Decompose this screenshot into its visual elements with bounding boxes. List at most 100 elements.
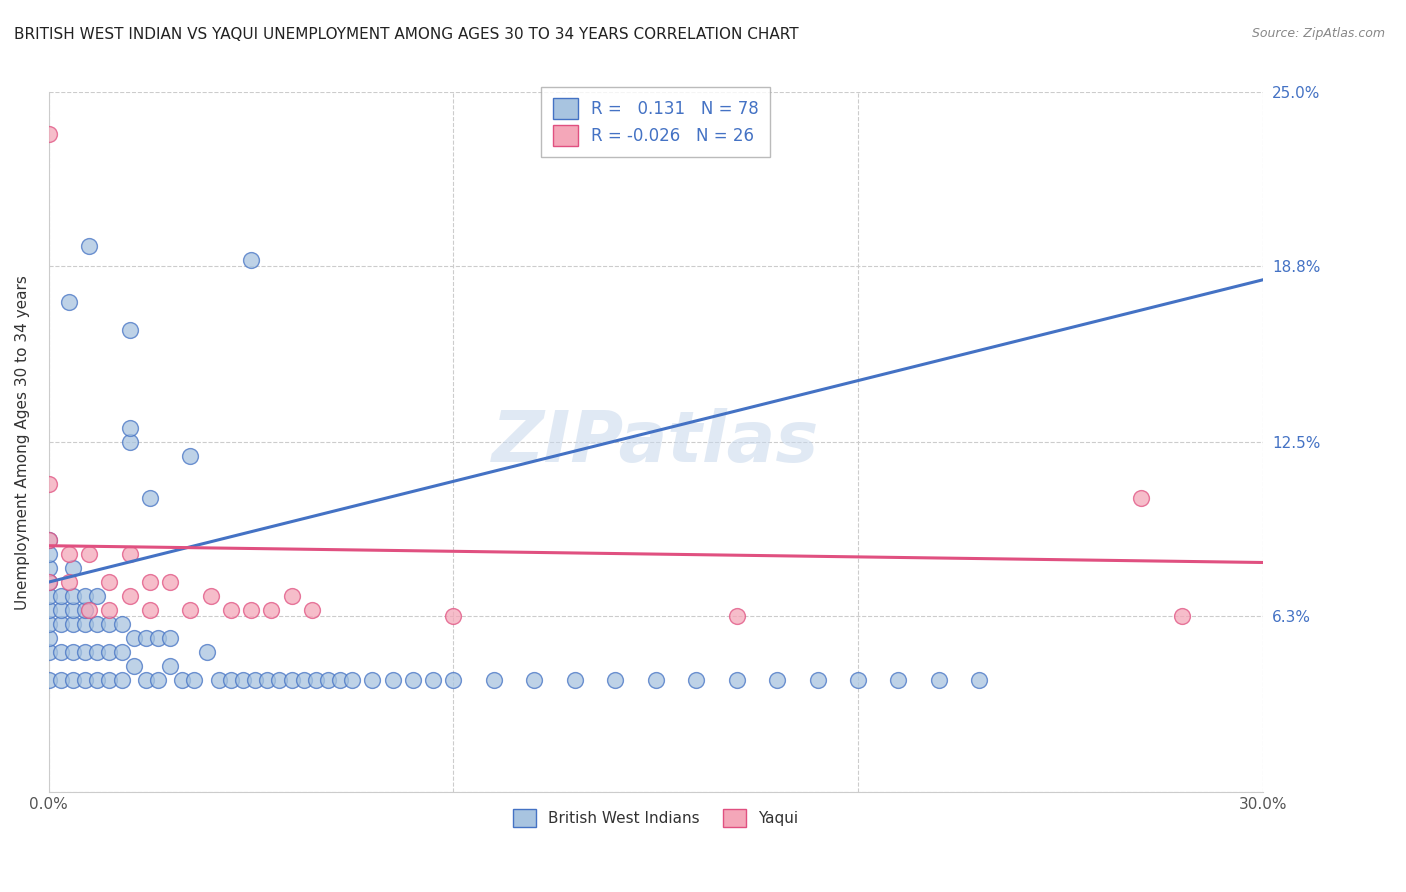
Point [86, 617, 108, 632]
Point [208, 673, 231, 687]
Point [118, 547, 141, 561]
Point [928, 673, 950, 687]
Point [98, 603, 121, 617]
Point [118, 435, 141, 450]
Point [280, 589, 302, 603]
Point [139, 575, 162, 590]
Point [725, 608, 748, 623]
Point [38, 477, 60, 491]
Point [422, 673, 444, 687]
Point [441, 608, 464, 623]
Text: ZIPatlas: ZIPatlas [492, 408, 820, 476]
Point [159, 575, 181, 590]
Point [159, 631, 181, 645]
Point [62, 645, 84, 659]
Point [243, 673, 266, 687]
Point [172, 673, 194, 687]
Point [38, 589, 60, 603]
Point [38, 533, 60, 547]
Point [118, 589, 141, 603]
Point [846, 673, 869, 687]
Point [122, 659, 145, 673]
Point [725, 673, 748, 687]
Point [38, 673, 60, 687]
Point [135, 631, 157, 645]
Point [98, 617, 121, 632]
Point [146, 673, 169, 687]
Point [887, 673, 910, 687]
Point [110, 673, 132, 687]
Point [122, 631, 145, 645]
Point [110, 617, 132, 632]
Point [219, 603, 242, 617]
Point [38, 128, 60, 142]
Point [564, 673, 586, 687]
Point [305, 673, 328, 687]
Point [219, 673, 242, 687]
Point [240, 253, 263, 268]
Point [195, 645, 218, 659]
Point [49, 603, 72, 617]
Point [1170, 608, 1192, 623]
Point [329, 673, 352, 687]
Point [38, 561, 60, 575]
Point [260, 603, 283, 617]
Point [146, 631, 169, 645]
Point [49, 589, 72, 603]
Point [86, 673, 108, 687]
Point [200, 589, 222, 603]
Point [969, 673, 991, 687]
Point [58, 575, 80, 590]
Point [75, 603, 97, 617]
Y-axis label: Unemployment Among Ages 30 to 34 years: Unemployment Among Ages 30 to 34 years [15, 275, 30, 609]
Point [58, 295, 80, 310]
Point [292, 673, 315, 687]
Point [58, 547, 80, 561]
Point [62, 589, 84, 603]
Point [98, 575, 121, 590]
Point [86, 645, 108, 659]
Point [49, 645, 72, 659]
Point [110, 645, 132, 659]
Point [118, 421, 141, 435]
Point [685, 673, 707, 687]
Point [316, 673, 339, 687]
Point [135, 673, 157, 687]
Point [49, 617, 72, 632]
Point [38, 645, 60, 659]
Point [523, 673, 546, 687]
Point [361, 673, 384, 687]
Point [98, 645, 121, 659]
Point [644, 673, 666, 687]
Point [38, 547, 60, 561]
Point [183, 673, 205, 687]
Point [256, 673, 278, 687]
Point [280, 673, 302, 687]
Point [77, 239, 100, 253]
Point [240, 603, 263, 617]
Text: BRITISH WEST INDIAN VS YAQUI UNEMPLOYMENT AMONG AGES 30 TO 34 YEARS CORRELATION : BRITISH WEST INDIAN VS YAQUI UNEMPLOYMEN… [14, 27, 799, 42]
Point [402, 673, 425, 687]
Point [75, 617, 97, 632]
Point [179, 449, 201, 463]
Point [38, 631, 60, 645]
Point [441, 673, 464, 687]
Point [342, 673, 364, 687]
Point [86, 589, 108, 603]
Point [766, 673, 789, 687]
Point [38, 575, 60, 590]
Point [806, 673, 828, 687]
Point [269, 673, 291, 687]
Point [62, 603, 84, 617]
Point [1130, 491, 1153, 505]
Point [381, 673, 404, 687]
Point [482, 673, 505, 687]
Point [159, 659, 181, 673]
Point [75, 645, 97, 659]
Point [179, 603, 201, 617]
Point [139, 603, 162, 617]
Point [75, 673, 97, 687]
Point [38, 533, 60, 547]
Point [301, 603, 323, 617]
Point [62, 673, 84, 687]
